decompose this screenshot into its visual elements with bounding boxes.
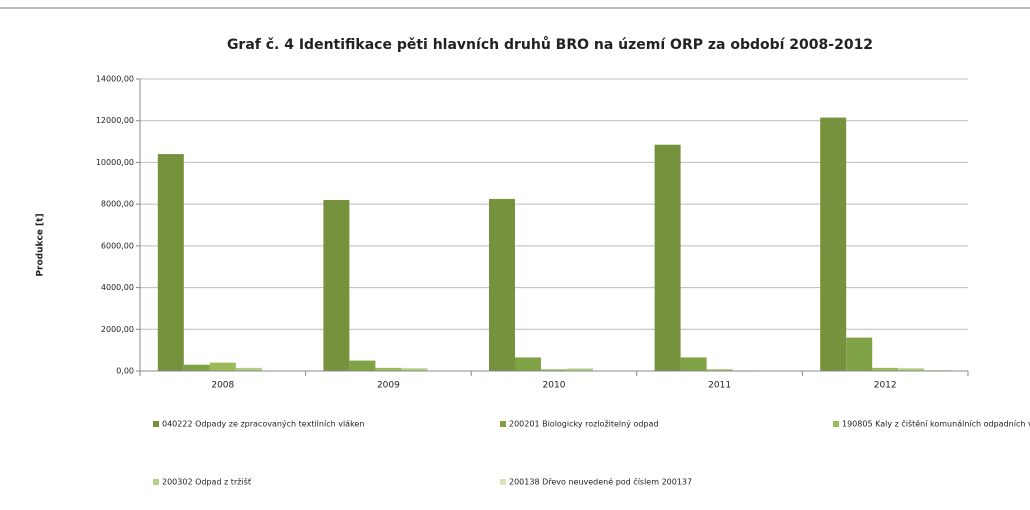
bar (680, 357, 707, 371)
legend-label: 200201 Biologicky rozložitelný odpad (509, 420, 659, 429)
bar (567, 368, 593, 371)
bar (183, 364, 210, 371)
y-tick-label: 4000,00 (101, 283, 134, 292)
bar (872, 367, 899, 371)
bar (541, 369, 567, 371)
bar (235, 367, 262, 371)
y-tick-label: 10000,00 (96, 158, 134, 167)
y-tick-label: 6000,00 (101, 241, 134, 250)
y-tick-label: 0,00 (116, 367, 134, 376)
bar (323, 199, 350, 371)
legend-swatch (500, 479, 506, 485)
legend-swatch (153, 479, 159, 485)
y-axis-label: Produkce [t] (36, 213, 46, 276)
y-tick-label: 12000,00 (96, 116, 134, 125)
bar (157, 154, 184, 371)
chart-title: Graf č. 4 Identifikace pěti hlavních dru… (227, 36, 873, 53)
bar (515, 357, 541, 371)
x-tick-label: 2012 (874, 381, 897, 391)
bar (654, 144, 681, 371)
legend-swatch (833, 421, 839, 427)
y-tick-label: 8000,00 (101, 200, 134, 209)
legend-label: 200302 Odpad z tržišť (162, 477, 251, 487)
y-tick-label: 2000,00 (101, 325, 134, 334)
bar (349, 360, 376, 371)
x-tick-label: 2009 (377, 381, 400, 391)
y-tick-label: 14000,00 (96, 75, 134, 84)
legend-label: 200138 Dřevo neuvedené pod číslem 200137 (509, 477, 692, 487)
bar (375, 367, 402, 371)
legend-swatch (500, 421, 506, 427)
bar (489, 198, 515, 371)
bar (209, 362, 236, 371)
legend-swatch (153, 421, 159, 427)
bar (820, 117, 847, 371)
bar (924, 369, 951, 371)
x-tick-label: 2011 (708, 381, 731, 391)
bar (898, 368, 925, 371)
bar (846, 337, 873, 371)
x-tick-label: 2010 (543, 381, 566, 391)
bar (401, 368, 428, 371)
legend-label: 040222 Odpady ze zpracovaných textilních… (162, 420, 364, 429)
legend-label: 190805 Kaly z čištění komunálních odpadn… (842, 419, 1030, 429)
bar (706, 369, 733, 371)
x-tick-label: 2008 (211, 381, 234, 391)
